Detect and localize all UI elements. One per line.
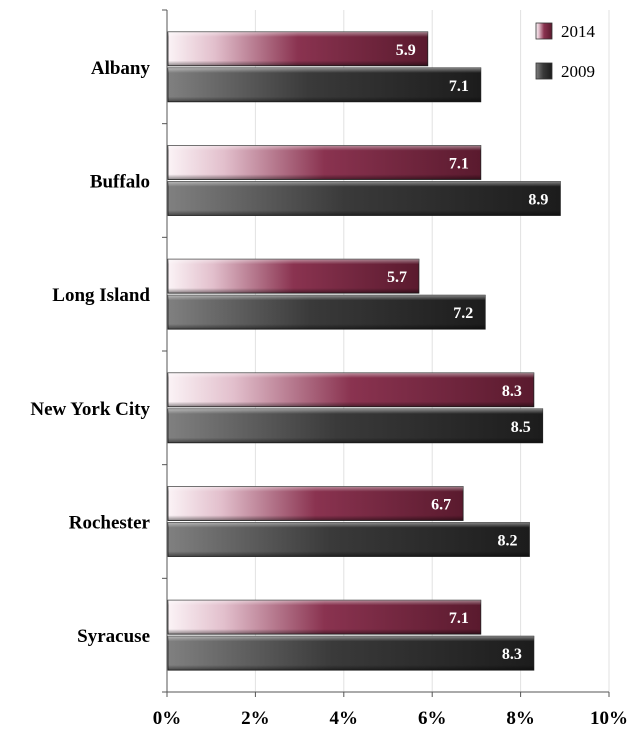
data-label: 5.7 bbox=[387, 269, 407, 286]
bar-bevel bbox=[168, 67, 481, 102]
bar-bevel bbox=[168, 636, 534, 671]
data-label: 8.3 bbox=[502, 646, 522, 663]
bar-bevel bbox=[168, 486, 464, 521]
category-label: Long Island bbox=[52, 285, 150, 306]
category-label: Syracuse bbox=[77, 626, 150, 647]
labels: 0% 2% 4% 6% 8% 10% Albany 5.9 7.1 Buffalo 7.1 8.9 Lo… bbox=[30, 42, 628, 729]
bar-bevel bbox=[168, 31, 428, 66]
data-label: 8.5 bbox=[511, 419, 531, 436]
axes bbox=[162, 9, 610, 697]
legend-label-2009: 2009 bbox=[561, 62, 595, 81]
x-tick-label: 10% bbox=[590, 708, 628, 728]
bar-bevel bbox=[168, 145, 481, 180]
bar-bevel bbox=[168, 181, 561, 216]
legend-swatch-2014 bbox=[535, 22, 553, 40]
legend-label-2014: 2014 bbox=[561, 22, 596, 41]
data-label: 8.3 bbox=[502, 383, 522, 400]
bar-bevel bbox=[168, 408, 543, 443]
data-label: 8.2 bbox=[497, 533, 517, 550]
data-label: 7.1 bbox=[449, 78, 469, 95]
x-tick-label: 0% bbox=[153, 708, 182, 728]
gridlines bbox=[254, 10, 610, 692]
bar-bevel bbox=[168, 600, 481, 635]
bar-bevel bbox=[168, 522, 530, 557]
data-label: 7.1 bbox=[449, 156, 469, 173]
category-label: Albany bbox=[91, 58, 151, 79]
category-label: Rochester bbox=[69, 513, 151, 534]
data-label: 7.1 bbox=[449, 610, 469, 627]
data-label: 6.7 bbox=[431, 497, 451, 514]
x-tick-label: 8% bbox=[506, 708, 535, 728]
bars bbox=[167, 31, 561, 671]
x-tick-label: 4% bbox=[330, 708, 359, 728]
bar-bevel bbox=[168, 259, 419, 294]
x-tick-label: 2% bbox=[241, 708, 270, 728]
category-label: Buffalo bbox=[90, 172, 150, 193]
bar-bevel bbox=[168, 295, 486, 330]
bar-bevel bbox=[168, 372, 534, 407]
data-label: 7.2 bbox=[453, 305, 473, 322]
data-label: 8.9 bbox=[528, 192, 548, 209]
category-label: New York City bbox=[30, 399, 150, 420]
legend-swatch-2009 bbox=[535, 62, 553, 80]
x-tick-label: 6% bbox=[418, 708, 447, 728]
data-label: 5.9 bbox=[396, 42, 416, 59]
legend: 2014 2009 bbox=[535, 22, 596, 81]
